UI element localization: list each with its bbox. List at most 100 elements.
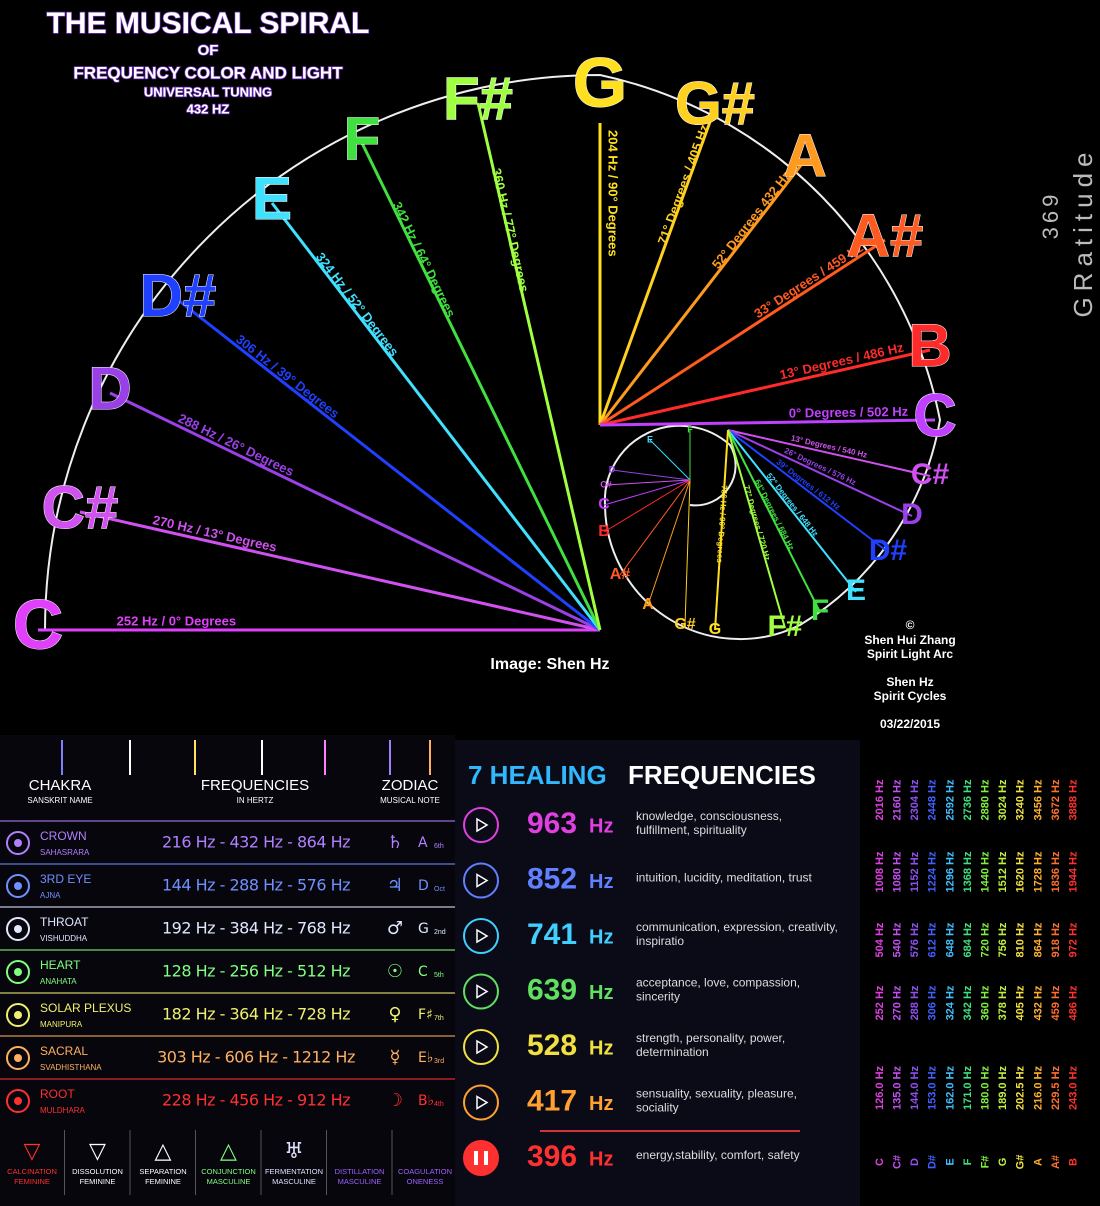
frequency-cell: 540 Hz — [892, 922, 904, 957]
frequency-cell: 1224 Hz — [927, 851, 939, 892]
alchemy-name: CONJUNCTION — [201, 1167, 256, 1176]
credit-line: Shen Hz — [886, 675, 933, 689]
alchemy-name: DISTILLATION — [335, 1167, 385, 1176]
frequency-cell: 324 Hz — [944, 985, 956, 1020]
inner-ray — [727, 429, 889, 553]
alchemy-symbol: ▽ — [24, 1139, 41, 1164]
play-icon — [476, 817, 489, 833]
alchemy-symbol: ▽ — [89, 1139, 106, 1164]
zodiac-symbol: ♂ — [387, 918, 403, 939]
chakra-icon — [6, 831, 30, 855]
inner-ray — [727, 429, 857, 593]
inner-ray — [611, 469, 691, 481]
musical-note-sub: 4th — [434, 1101, 444, 1108]
inner-ray — [727, 429, 821, 613]
frequency-cell: 684 Hz — [962, 922, 974, 957]
inner-note: D — [901, 498, 923, 531]
credit-line: Spirit Light Arc — [867, 647, 954, 661]
frequency-cell: 135.0 Hz — [892, 1065, 904, 1110]
chakra-name: THROAT — [40, 915, 89, 929]
chakra-icon — [6, 917, 30, 941]
spiral-ray — [599, 348, 931, 427]
note-label: A — [1032, 1158, 1044, 1166]
play-button[interactable] — [463, 1140, 499, 1176]
frequency-cell: 1836 Hz — [1050, 851, 1062, 892]
chakra-icon — [6, 1046, 30, 1070]
chakra-frequencies: 128 Hz - 256 Hz - 512 Hz — [162, 962, 350, 981]
note-label: C# — [892, 1155, 904, 1169]
column-header: ZODIAC — [382, 777, 439, 794]
zodiac-symbol: ♄ — [387, 832, 403, 853]
alchemy-name: DISSOLUTION — [72, 1167, 123, 1176]
alchemy-sub: MASCULINE — [272, 1177, 316, 1186]
play-button[interactable] — [463, 973, 499, 1010]
frequency-cell: 1728 Hz — [1032, 851, 1044, 892]
title-of: OF — [198, 42, 219, 59]
chakra-panel — [0, 735, 455, 1206]
spiral-ray — [599, 238, 886, 427]
healing-unit: Hz — [589, 871, 613, 893]
healing-unit: Hz — [589, 926, 613, 948]
frequency-cell: 270 Hz — [892, 985, 904, 1020]
note-label: C — [874, 1158, 886, 1166]
chakra-icon-core — [14, 968, 22, 976]
note-letter: C# — [42, 474, 119, 541]
alchemy-name: CALCINATION — [7, 1167, 57, 1176]
healing-frequency: 963 — [527, 807, 577, 840]
chakra-sanskrit: SVADHISTHANA — [40, 1063, 102, 1072]
musical-note: A — [418, 835, 428, 851]
play-button[interactable] — [463, 918, 499, 954]
healing-description: knowledge, consciousness, — [636, 809, 782, 823]
chakra-sanskrit: MANIPURA — [40, 1020, 83, 1029]
image-credit: Image: Shen Hz — [490, 656, 609, 673]
note-label: G# — [1015, 1155, 1027, 1170]
healing-description: acceptance, love, compassion, — [636, 976, 800, 990]
frequency-cell: 126.0 Hz — [874, 1065, 886, 1110]
frequency-cell: 459 Hz — [1050, 985, 1062, 1020]
alchemy-symbol: ♅ — [284, 1139, 304, 1164]
play-button[interactable] — [463, 1084, 499, 1121]
frequency-cell: 648 Hz — [944, 922, 956, 957]
inner-note: G# — [674, 616, 695, 633]
inner-ray — [603, 479, 691, 533]
inner-note: F — [811, 594, 829, 627]
frequency-cell: 153.0 Hz — [927, 1065, 939, 1110]
frequency-cell: 2448 Hz — [927, 779, 939, 820]
musical-note: D — [418, 878, 429, 894]
alchemy-name: FERMENTATION — [265, 1167, 323, 1176]
note-letter: A — [783, 122, 826, 189]
play-button[interactable] — [463, 807, 499, 843]
column-subheader: IN HERTZ — [237, 796, 274, 805]
musical-note: F♯ — [418, 1007, 433, 1023]
note-letter: D — [88, 355, 131, 422]
play-button[interactable] — [463, 862, 499, 899]
frequency-cell: 2592 Hz — [944, 779, 956, 820]
note-label: A# — [1050, 1155, 1062, 1169]
play-button[interactable] — [463, 1029, 499, 1065]
frequency-cell: 2016 Hz — [874, 779, 886, 820]
note-letter: B — [908, 312, 951, 379]
column-subheader: SANSKRIT NAME — [27, 796, 92, 805]
frequency-cell: 229.5 Hz — [1050, 1065, 1062, 1110]
chakra-icon-core — [14, 1054, 22, 1062]
inner-ray — [727, 429, 786, 629]
inner-ray — [647, 479, 691, 606]
chakra-icon-core — [14, 839, 22, 847]
alchemy-sub: FEMININE — [14, 1177, 50, 1186]
healing-frequency: 528 — [527, 1029, 577, 1062]
note-label: B — [1068, 1158, 1080, 1166]
musical-note-sub: Oct — [434, 886, 445, 893]
frequency-cell: 180.0 Hz — [980, 1065, 992, 1110]
frequency-cell: 3672 Hz — [1050, 779, 1062, 820]
frequency-cell: 243.0 Hz — [1068, 1065, 1080, 1110]
inner-note: E — [647, 434, 653, 444]
inner-note: F# — [767, 610, 802, 643]
chakra-frequencies: 228 Hz - 456 Hz - 912 Hz — [162, 1091, 350, 1110]
inner-note: D# — [869, 534, 908, 567]
inner-note: E — [846, 574, 866, 607]
frequency-cell: 504 Hz — [874, 922, 886, 957]
chakra-name: SOLAR PLEXUS — [40, 1001, 131, 1015]
alchemy-name: SEPARATION — [139, 1167, 186, 1176]
spiral-ray — [79, 510, 601, 632]
frequency-cell: 360 Hz — [980, 985, 992, 1020]
